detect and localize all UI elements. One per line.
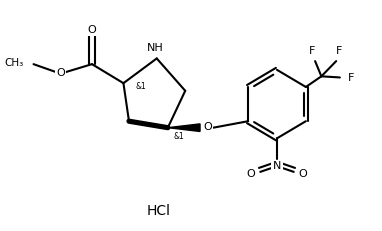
Text: HCl: HCl: [147, 204, 171, 218]
Text: O: O: [298, 170, 307, 179]
Text: NH: NH: [147, 43, 163, 53]
Text: F: F: [336, 46, 342, 56]
Text: F: F: [348, 73, 354, 83]
Text: O: O: [56, 68, 65, 78]
Polygon shape: [168, 124, 200, 131]
Text: O: O: [203, 122, 212, 132]
Text: &1: &1: [135, 82, 146, 91]
Text: F: F: [309, 46, 316, 56]
Text: O: O: [247, 170, 256, 179]
Text: &1: &1: [173, 131, 184, 140]
Text: O: O: [87, 25, 96, 35]
Text: N: N: [273, 161, 281, 171]
Text: CH₃: CH₃: [4, 58, 23, 68]
